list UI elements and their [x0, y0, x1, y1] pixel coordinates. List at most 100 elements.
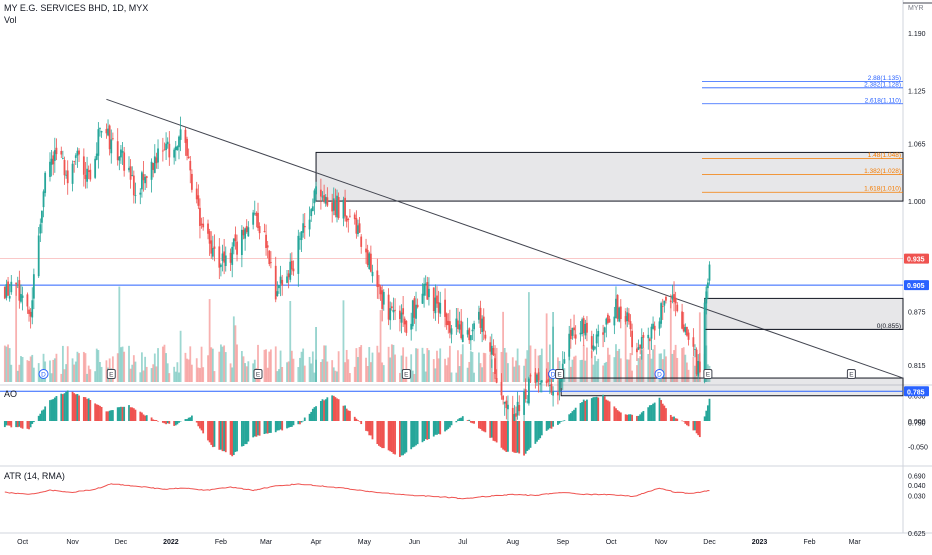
time-tick-label: Feb — [803, 539, 815, 546]
ao-bar — [347, 410, 350, 421]
volume-bar — [652, 349, 654, 382]
volume-bar — [16, 370, 19, 382]
candle — [213, 246, 216, 249]
earnings-marker-label: E — [706, 371, 711, 378]
candle — [703, 302, 706, 375]
volume-bar — [673, 350, 675, 382]
volume-bar — [671, 353, 674, 382]
ao-bar — [676, 418, 679, 421]
candle — [42, 191, 45, 208]
ao-bar — [569, 413, 572, 421]
candle — [624, 316, 627, 322]
ao-bar — [342, 405, 345, 421]
time-tick-label: Mar — [260, 539, 273, 546]
volume-bar — [174, 371, 177, 382]
candle — [605, 318, 608, 325]
ao-bar — [526, 421, 529, 451]
ao-bar — [661, 403, 664, 421]
volume-bar — [637, 358, 640, 382]
candle — [263, 231, 266, 233]
candle — [471, 329, 474, 332]
candle — [310, 209, 313, 217]
ao-bar — [571, 411, 574, 421]
volume-bar — [60, 373, 63, 382]
candle — [265, 234, 267, 248]
volume-bar — [505, 352, 508, 382]
ao-bar — [286, 421, 288, 429]
ao-bar — [213, 421, 216, 447]
ao-bar — [586, 399, 588, 421]
candle — [224, 255, 227, 267]
price-tick-label: 0.875 — [908, 310, 926, 317]
ao-bar — [660, 400, 663, 421]
volume-bar — [120, 347, 122, 382]
volume-bar — [263, 349, 266, 382]
volume-bar — [163, 344, 166, 382]
candle — [141, 172, 143, 190]
volume-bar — [586, 347, 588, 382]
volume-bar — [489, 354, 492, 382]
volume-bar — [444, 358, 446, 382]
volume-bar — [694, 365, 696, 382]
volume-bar — [450, 372, 453, 382]
ao-bar — [368, 421, 371, 436]
ao-bar — [86, 398, 88, 421]
ao-bar — [466, 420, 469, 421]
volume-bar — [308, 356, 311, 382]
volume-bar — [513, 366, 516, 382]
candle — [558, 377, 561, 393]
volume-bar — [42, 353, 45, 382]
atr-line — [4, 483, 710, 500]
candle — [371, 271, 374, 277]
volume-bar — [573, 356, 575, 382]
volume-bar — [342, 300, 345, 382]
ao-bar — [652, 403, 654, 421]
volume-bar — [376, 345, 379, 382]
earnings-marker-label: E — [109, 371, 114, 378]
ao-bar — [150, 417, 153, 421]
candle — [308, 219, 311, 230]
candle — [144, 176, 147, 184]
candle — [697, 360, 700, 376]
volume-bar — [390, 344, 393, 382]
ao-bar — [315, 406, 317, 421]
volume-bar — [569, 366, 572, 382]
volume-bar — [179, 330, 182, 382]
candle — [592, 345, 595, 351]
candle — [379, 286, 382, 295]
candle — [428, 288, 430, 298]
candle — [268, 250, 271, 265]
ao-bar — [413, 421, 416, 447]
ao-bar — [302, 420, 305, 422]
volume-bar — [7, 344, 9, 382]
ao-bar — [132, 408, 135, 421]
volume-bar — [469, 351, 472, 382]
ao-bar — [141, 412, 143, 421]
volume-bar — [131, 364, 134, 382]
volume-bar — [94, 371, 97, 382]
ao-bar — [332, 395, 335, 421]
volume-bar — [428, 350, 430, 382]
volume-bar — [682, 347, 685, 382]
candle — [278, 285, 280, 289]
earnings-marker — [106, 369, 116, 379]
candle — [240, 229, 243, 256]
ao-bar — [360, 421, 363, 425]
volume-bar — [290, 350, 293, 382]
volume-bar — [231, 367, 234, 382]
volume-bar — [639, 356, 642, 382]
ao-pane-title[interactable]: AO — [4, 389, 18, 399]
ao-bar — [698, 421, 701, 438]
volume-bar — [66, 346, 69, 382]
candle — [110, 139, 113, 154]
ao-bar — [210, 421, 213, 445]
ao-bar — [444, 421, 446, 432]
candle — [529, 375, 532, 377]
candle — [642, 334, 645, 338]
atr-pane-title[interactable]: ATR (14, RMA) — [4, 471, 65, 481]
candle — [276, 291, 279, 297]
price-tick-label: 0.750 — [908, 420, 926, 427]
ao-bar — [110, 410, 113, 421]
volume-label[interactable]: Vol — [4, 15, 17, 25]
candle — [97, 129, 100, 156]
